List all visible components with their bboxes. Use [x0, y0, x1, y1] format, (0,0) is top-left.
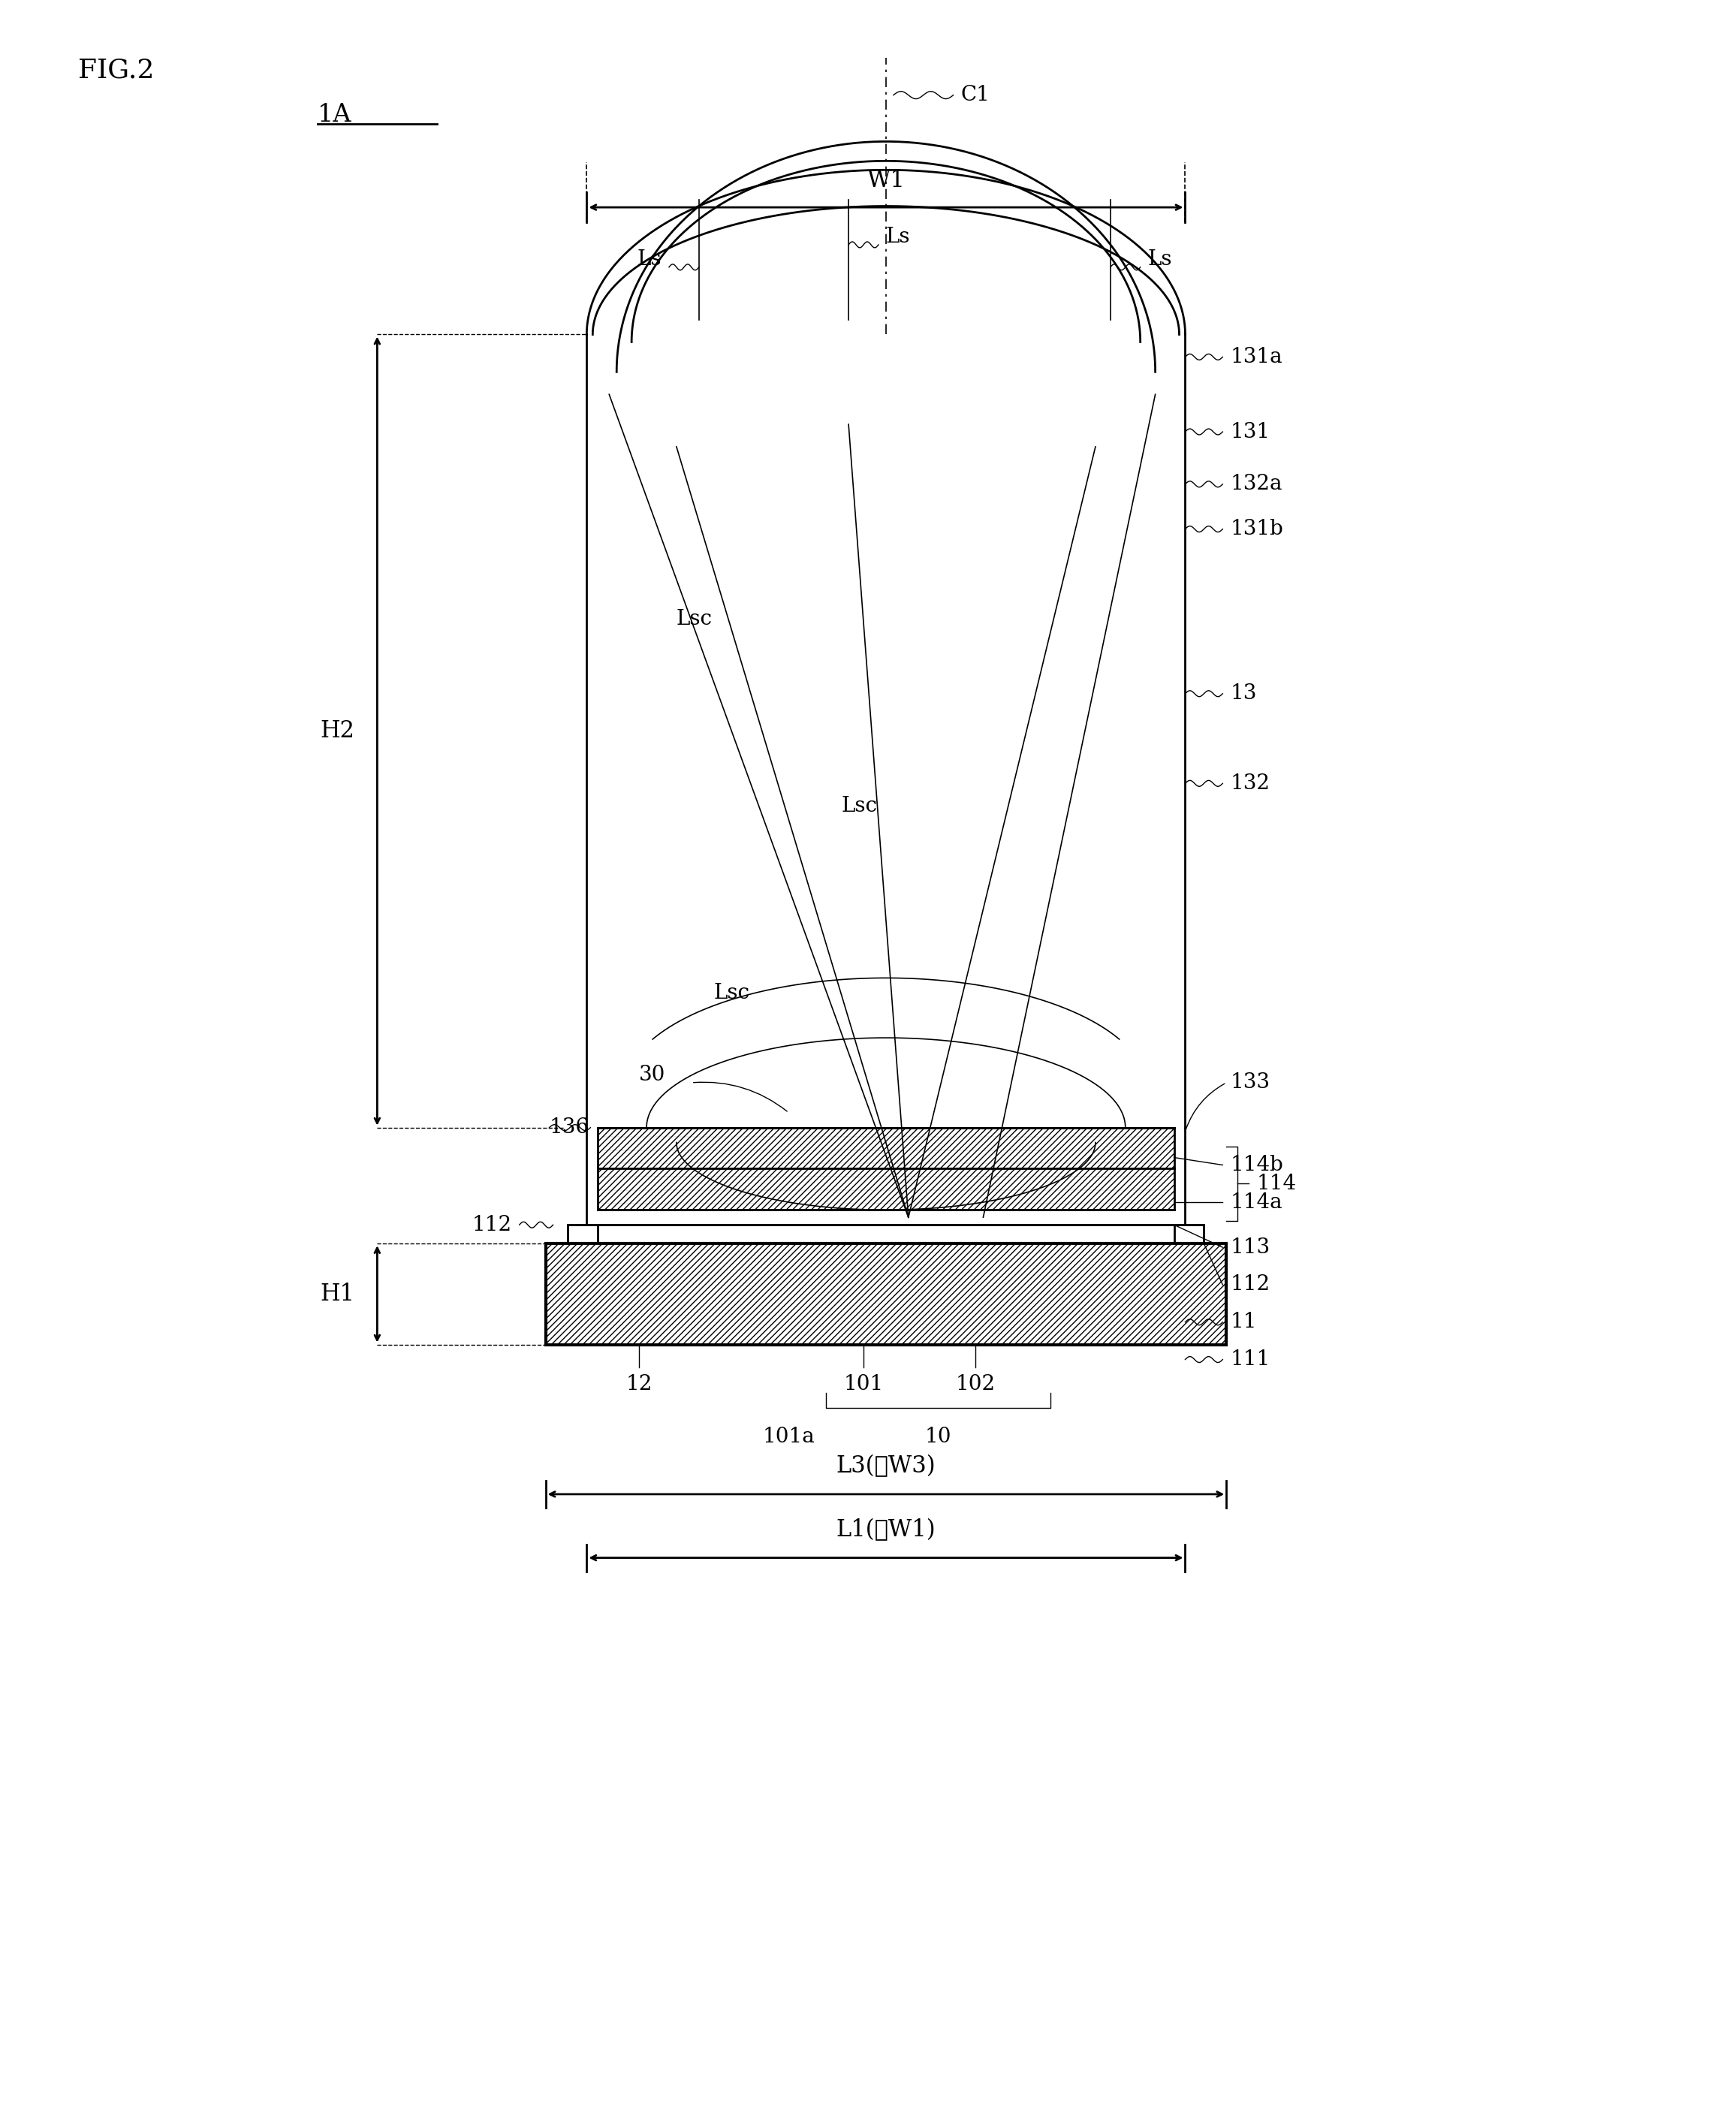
Text: 11: 11 [1231, 1312, 1257, 1333]
Text: 114: 114 [1257, 1174, 1297, 1193]
Text: Lsc: Lsc [713, 983, 750, 1002]
Text: 112: 112 [1231, 1274, 1271, 1295]
Text: 1A: 1A [318, 102, 351, 127]
Text: 111: 111 [1231, 1350, 1271, 1369]
Text: 12: 12 [625, 1375, 653, 1394]
Text: L3(≧W3): L3(≧W3) [837, 1454, 936, 1477]
Text: 131: 131 [1231, 422, 1271, 443]
Text: 132a: 132a [1231, 475, 1283, 494]
Text: Ls: Ls [1147, 250, 1172, 269]
Text: Lsc: Lsc [677, 608, 712, 629]
Polygon shape [568, 1225, 597, 1244]
Text: 131a: 131a [1231, 348, 1283, 367]
Text: 114b: 114b [1231, 1155, 1283, 1176]
Text: 136: 136 [549, 1117, 589, 1138]
Text: Lsc: Lsc [840, 797, 877, 816]
Text: Ls: Ls [885, 227, 910, 248]
Text: 101a: 101a [762, 1426, 814, 1447]
Text: W1: W1 [866, 170, 904, 193]
Polygon shape [545, 1244, 1226, 1346]
Text: 102: 102 [957, 1375, 996, 1394]
Text: 13: 13 [1231, 684, 1257, 704]
Text: 10: 10 [925, 1426, 951, 1447]
Text: 114a: 114a [1231, 1193, 1283, 1212]
Text: FIG.2: FIG.2 [78, 57, 155, 83]
Polygon shape [1174, 1225, 1205, 1244]
Text: H2: H2 [319, 720, 354, 742]
Polygon shape [597, 1127, 1174, 1170]
Text: 113: 113 [1231, 1237, 1271, 1257]
Text: 112: 112 [472, 1214, 512, 1235]
Text: 101: 101 [844, 1375, 884, 1394]
Text: 131b: 131b [1231, 519, 1283, 538]
Text: 132: 132 [1231, 773, 1271, 793]
Text: 30: 30 [639, 1066, 665, 1085]
Text: Ls: Ls [637, 250, 661, 269]
Polygon shape [597, 1170, 1174, 1210]
Text: L1(≧W1): L1(≧W1) [837, 1517, 936, 1541]
Text: 133: 133 [1231, 1072, 1271, 1093]
Text: C1: C1 [960, 85, 990, 106]
Text: H1: H1 [319, 1282, 354, 1305]
